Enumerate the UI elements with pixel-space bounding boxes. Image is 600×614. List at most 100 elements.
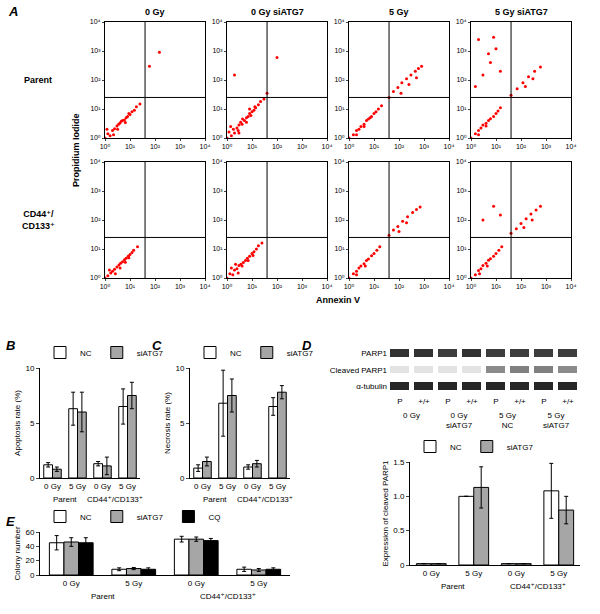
- svg-text:5 GysiATG7: 5 GysiATG7: [543, 411, 570, 430]
- svg-text:10⁴: 10⁴: [200, 143, 211, 150]
- svg-text:10³: 10³: [419, 143, 430, 150]
- svg-text:10²: 10²: [516, 143, 527, 150]
- svg-text:10¹: 10¹: [334, 105, 345, 112]
- svg-text:10³: 10³: [456, 187, 467, 194]
- svg-text:10²: 10²: [272, 283, 283, 290]
- svg-text:Parent: Parent: [441, 582, 465, 591]
- svg-text:5 Gy: 5 Gy: [119, 482, 136, 491]
- svg-text:10¹: 10¹: [90, 245, 101, 252]
- svg-text:10²: 10²: [456, 76, 467, 83]
- svg-text:0.5: 0.5: [393, 526, 405, 535]
- svg-text:10⁴: 10⁴: [456, 18, 467, 25]
- svg-text:siATG7: siATG7: [507, 443, 534, 452]
- svg-text:10³: 10³: [541, 143, 552, 150]
- svg-text:10³: 10³: [297, 143, 308, 150]
- svg-text:10⁰: 10⁰: [212, 274, 223, 281]
- svg-text:0 GysiATG7: 0 GysiATG7: [446, 411, 473, 430]
- svg-text:10¹: 10¹: [456, 105, 467, 112]
- svg-text:CQ: CQ: [208, 513, 220, 522]
- svg-text:E: E: [6, 514, 15, 529]
- svg-text:5 Gy: 5 Gy: [69, 482, 86, 491]
- svg-text:10: 10: [25, 364, 34, 373]
- svg-text:10⁴: 10⁴: [200, 283, 211, 290]
- svg-text:PARP1: PARP1: [361, 349, 387, 358]
- svg-text:10¹: 10¹: [369, 143, 380, 150]
- svg-text:10²: 10²: [212, 216, 223, 223]
- svg-text:D: D: [302, 338, 312, 353]
- svg-text:0 Gy: 0 Gy: [194, 482, 211, 491]
- svg-text:10¹: 10¹: [369, 283, 380, 290]
- svg-text:5: 5: [180, 419, 185, 428]
- svg-text:Expression of cleaved PARP1: Expression of cleaved PARP1: [381, 460, 390, 567]
- svg-text:5 GyNC: 5 GyNC: [499, 411, 516, 430]
- svg-text:Annexin V: Annexin V: [316, 295, 360, 305]
- svg-text:1.0: 1.0: [393, 492, 405, 501]
- svg-text:10⁰: 10⁰: [90, 134, 101, 141]
- svg-text:10²: 10²: [334, 76, 345, 83]
- svg-text:C: C: [152, 338, 162, 353]
- svg-text:10⁰: 10⁰: [466, 143, 477, 150]
- svg-text:10⁰: 10⁰: [466, 283, 477, 290]
- svg-text:10³: 10³: [175, 283, 186, 290]
- svg-text:Colony number: Colony number: [13, 526, 22, 581]
- svg-text:CD44⁺/CD133⁺: CD44⁺/CD133⁺: [237, 495, 293, 504]
- svg-text:10: 10: [175, 364, 184, 373]
- svg-text:siATG7: siATG7: [287, 349, 314, 358]
- svg-text:CD44⁺/CD133⁺: CD44⁺/CD133⁺: [200, 592, 256, 601]
- svg-text:5 Gy siATG7: 5 Gy siATG7: [495, 7, 548, 17]
- svg-text:10⁴: 10⁴: [334, 158, 345, 165]
- svg-text:10²: 10²: [212, 76, 223, 83]
- svg-text:10²: 10²: [90, 76, 101, 83]
- svg-text:10⁰: 10⁰: [344, 143, 355, 150]
- svg-text:10⁴: 10⁴: [212, 158, 223, 165]
- svg-text:5 Gy: 5 Gy: [465, 569, 482, 578]
- svg-text:10³: 10³: [419, 283, 430, 290]
- svg-text:0 Gy: 0 Gy: [94, 482, 111, 491]
- svg-text:+/+: +/+: [562, 397, 574, 406]
- svg-text:0 Gy: 0 Gy: [145, 7, 165, 17]
- svg-text:0: 0: [30, 571, 35, 580]
- svg-text:10⁴: 10⁴: [566, 143, 577, 150]
- svg-text:10⁰: 10⁰: [344, 283, 355, 290]
- svg-text:Cleaved PARP1: Cleaved PARP1: [330, 366, 388, 375]
- svg-text:10⁰: 10⁰: [100, 283, 111, 290]
- svg-text:10¹: 10¹: [491, 283, 502, 290]
- svg-text:10¹: 10¹: [491, 143, 502, 150]
- svg-text:10⁴: 10⁴: [334, 18, 345, 25]
- svg-text:0 Gy: 0 Gy: [188, 579, 205, 588]
- svg-text:10⁴: 10⁴: [456, 158, 467, 165]
- svg-text:10³: 10³: [334, 187, 345, 194]
- svg-text:10⁴: 10⁴: [566, 283, 577, 290]
- svg-text:10⁴: 10⁴: [90, 158, 101, 165]
- svg-text:CD44⁺/CD133⁺: CD44⁺/CD133⁺: [510, 582, 566, 591]
- svg-text:NC: NC: [450, 443, 462, 452]
- svg-text:CD44⁺/CD133⁺: CD44⁺/CD133⁺: [87, 495, 143, 504]
- svg-text:0 Gy: 0 Gy: [508, 569, 525, 578]
- svg-text:10³: 10³: [212, 47, 223, 54]
- svg-text:+/+: +/+: [418, 397, 430, 406]
- svg-text:10³: 10³: [212, 187, 223, 194]
- svg-text:60: 60: [25, 528, 34, 537]
- svg-text:10³: 10³: [334, 47, 345, 54]
- svg-text:10⁴: 10⁴: [90, 18, 101, 25]
- svg-text:0 Gy: 0 Gy: [44, 482, 61, 491]
- svg-text:CD44⁺/CD133⁺: CD44⁺/CD133⁺: [22, 209, 55, 231]
- svg-text:α-tubulin: α-tubulin: [356, 382, 387, 391]
- svg-text:20: 20: [25, 556, 34, 565]
- svg-text:10⁰: 10⁰: [90, 274, 101, 281]
- svg-text:Parent: Parent: [91, 592, 115, 601]
- svg-text:10³: 10³: [541, 283, 552, 290]
- svg-text:10⁴: 10⁴: [212, 18, 223, 25]
- svg-text:40: 40: [25, 542, 34, 551]
- svg-text:10⁰: 10⁰: [456, 134, 467, 141]
- svg-text:10²: 10²: [150, 283, 161, 290]
- svg-text:P: P: [541, 397, 546, 406]
- svg-text:10²: 10²: [394, 143, 405, 150]
- svg-text:+/+: +/+: [466, 397, 478, 406]
- svg-text:10¹: 10¹: [90, 105, 101, 112]
- svg-text:10¹: 10¹: [456, 245, 467, 252]
- svg-text:10³: 10³: [175, 143, 186, 150]
- svg-text:0 Gy: 0 Gy: [423, 569, 440, 578]
- svg-text:10⁰: 10⁰: [222, 283, 233, 290]
- svg-text:10¹: 10¹: [125, 283, 136, 290]
